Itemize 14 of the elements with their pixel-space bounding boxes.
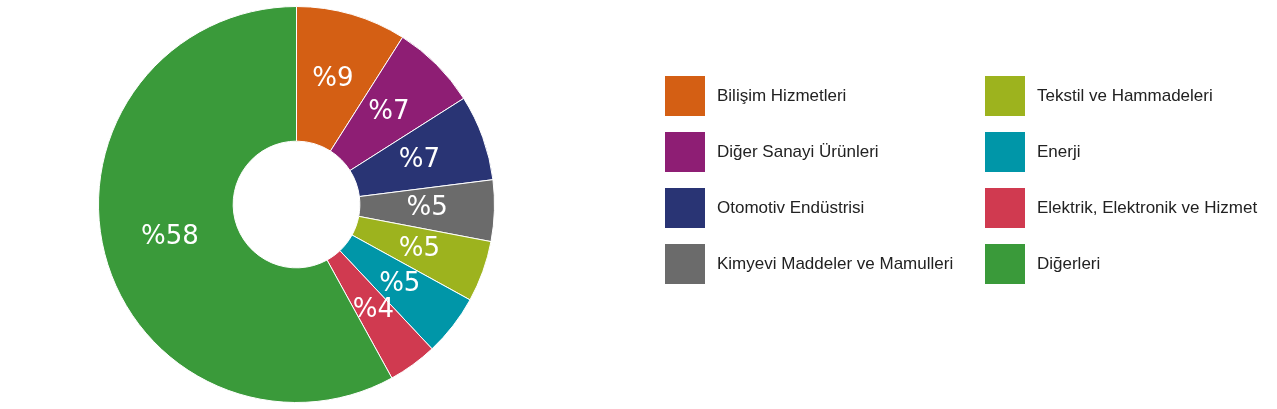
data-label: %9: [312, 61, 354, 92]
data-label: %5: [398, 231, 441, 262]
legend-label: Bilişim Hizmetleri: [717, 85, 847, 105]
data-label: %5: [406, 191, 448, 222]
legend-label: Diğerleri: [1037, 253, 1101, 273]
legend-label: Elektrik, Elektronik ve Hizmet: [1037, 197, 1258, 217]
data-label: %7: [398, 142, 441, 173]
legend-label: Kimyevi Maddeler ve Mamulleri: [717, 253, 954, 273]
data-label: %58: [141, 219, 199, 250]
legend-label: Diğer Sanayi Ürünleri: [717, 141, 879, 161]
data-label: %7: [368, 94, 410, 125]
legend-label: Otomotiv Endüstrisi: [717, 197, 865, 217]
legend-label: Tekstil ve Hammadeleri: [1037, 85, 1213, 105]
legend-label: Enerji: [1037, 141, 1081, 161]
